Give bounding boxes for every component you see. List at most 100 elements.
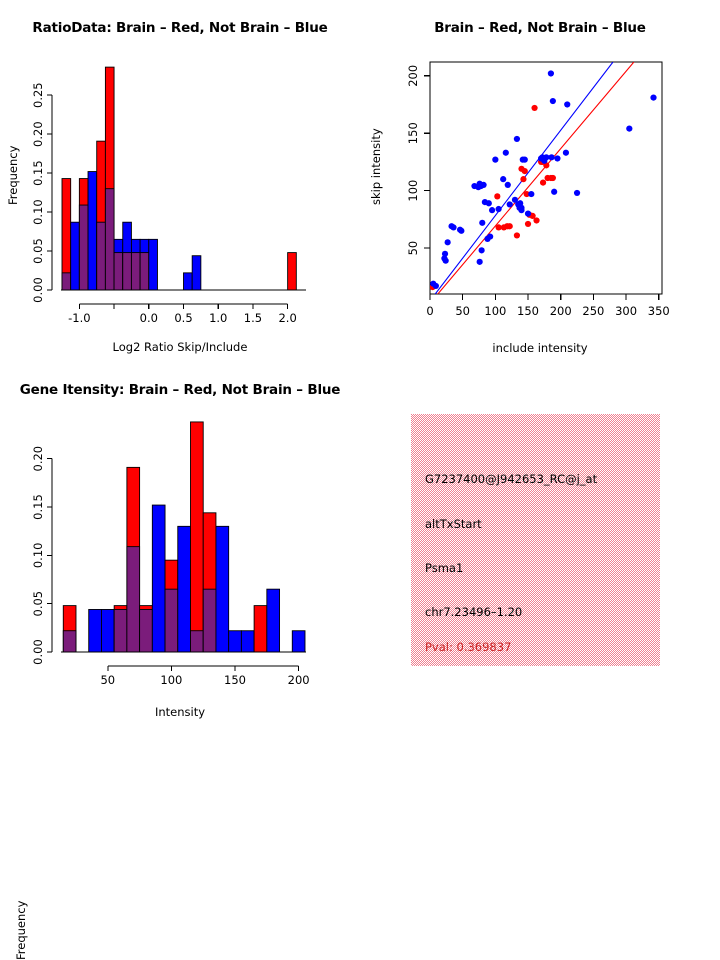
y-tick-label: 0.15	[31, 494, 45, 520]
scatter-point	[488, 207, 496, 214]
histogram-bar	[177, 525, 191, 653]
x-tick-label: 200	[550, 304, 572, 318]
scatter-point	[450, 224, 457, 231]
x-tick-label: 1.0	[209, 311, 227, 325]
x-tick-label: 300	[615, 304, 637, 318]
histogram-bar	[151, 504, 166, 653]
scatter-point	[554, 155, 561, 162]
scatter-point	[518, 207, 525, 214]
histogram-bar	[266, 588, 281, 653]
scatter-point	[549, 174, 556, 182]
histogram-bar	[148, 238, 158, 291]
gene-histogram-ylabel: Frequency	[14, 900, 28, 960]
scatter-point	[502, 149, 509, 156]
ratio-histogram-ylabel: Frequency	[6, 145, 20, 205]
gene-histogram-plot: 0.00 0.05 0.10 0.15 0.20 50 100 150 200	[31, 421, 310, 687]
scatter-point	[521, 156, 528, 163]
ratio-histogram-xlabel: Log2 Ratio Skip/Include	[112, 340, 248, 354]
histogram-bar	[88, 609, 102, 653]
fit-line-brain-fit	[437, 62, 635, 294]
scatter-point	[533, 217, 540, 224]
scatter-point	[495, 224, 502, 231]
scatter-point	[504, 181, 511, 188]
scatter-point	[513, 135, 521, 143]
scatter-point	[529, 212, 536, 220]
info-line-probe-id: G7237400@J942653_RC@j_at	[425, 472, 598, 486]
scatter-point	[523, 190, 530, 198]
gene-histogram-title: Gene Itensity: Brain – Red, Not Brain – …	[19, 382, 341, 398]
scatter-point	[543, 154, 550, 161]
scatter-point	[521, 168, 528, 175]
x-tick-label: 0.5	[174, 311, 192, 325]
scatter-point	[485, 200, 492, 207]
histogram-bar	[240, 630, 255, 653]
info-line-event-type: altTxStart	[425, 517, 482, 531]
x-tick-label: 200	[288, 673, 310, 687]
histogram-bar	[253, 605, 268, 653]
y-tick-label: 0.25	[31, 82, 45, 108]
x-tick-label: -1.0	[68, 311, 90, 325]
scatter-point	[495, 205, 502, 213]
y-tick-label: 200	[406, 65, 420, 87]
scatter-point	[480, 181, 487, 188]
gene-info-panel: G7237400@J942653_RC@j_at altTxStart Psma…	[411, 414, 660, 666]
histogram-bar-overlap	[78, 204, 89, 291]
x-tick-label: 100	[484, 304, 506, 318]
scatter-point	[492, 156, 499, 163]
y-tick-label: 0.00	[31, 277, 45, 303]
scatter-point	[487, 233, 494, 240]
x-tick-label: 0	[426, 304, 433, 318]
histogram-bar	[291, 630, 306, 653]
scatter-point	[479, 219, 486, 226]
gene-histogram-panel: Gene Itensity: Brain – Red, Not Brain – …	[0, 360, 360, 960]
histogram-bar	[87, 171, 98, 291]
scatter-point	[500, 176, 507, 183]
x-tick-label: 150	[517, 304, 539, 318]
histogram-bar	[190, 421, 204, 653]
histogram-bar-overlap	[113, 609, 128, 653]
y-tick-label: 0.00	[31, 639, 45, 665]
scatter-point	[513, 232, 521, 239]
histogram-bar-overlap	[61, 272, 72, 291]
scatter-point	[548, 154, 555, 161]
histogram-bar	[287, 252, 297, 291]
y-tick-label: 0.05	[31, 591, 45, 617]
histogram-bar-overlap	[164, 588, 179, 653]
histogram-bar	[228, 630, 242, 653]
histogram-bar	[215, 525, 230, 653]
scatter-point	[551, 188, 558, 195]
y-tick-label: 50	[406, 241, 420, 256]
scatter-point	[531, 104, 538, 112]
y-tick-label: 0.05	[31, 238, 45, 264]
histogram-bar-overlap	[190, 630, 204, 653]
y-tick-label: 0.15	[31, 160, 45, 186]
info-line-gene-symbol: Psma1	[425, 561, 464, 575]
scatter-point	[626, 125, 633, 132]
plot-frame	[429, 61, 663, 295]
scatter-point	[432, 282, 439, 290]
x-tick-label: 1.5	[244, 311, 262, 325]
info-line-pvalue: Pval: 0.369837	[425, 640, 512, 654]
scatter-content	[430, 62, 657, 294]
scatter-point	[524, 210, 532, 217]
scatter-point	[444, 239, 451, 246]
histogram-bar-overlap	[122, 252, 132, 291]
info-line-coordinates: chr7.23496–1.20	[425, 605, 523, 619]
histogram-bar-overlap	[113, 252, 124, 291]
scatter-plot: 0 50 100 150 200 250 300 350 50 100 150 200	[406, 61, 670, 318]
x-tick-label: 50	[100, 673, 115, 687]
histogram-bar-overlap	[139, 609, 153, 653]
histogram-bar	[100, 609, 115, 653]
histogram-bar-overlap	[96, 221, 106, 291]
scatter-point	[442, 257, 449, 264]
histogram-bar	[191, 255, 202, 291]
scatter-point	[520, 176, 527, 183]
scatter-point	[564, 101, 571, 108]
gene-histogram-xlabel: Intensity	[154, 705, 206, 719]
scatter-point	[650, 94, 657, 101]
ratio-histogram-panel: RatioData: Brain – Red, Not Brain – Blue…	[0, 0, 360, 360]
scatter-point	[562, 149, 570, 156]
scatter-point	[547, 70, 555, 77]
x-tick-label: 350	[648, 304, 670, 318]
scatter-point	[478, 247, 485, 254]
